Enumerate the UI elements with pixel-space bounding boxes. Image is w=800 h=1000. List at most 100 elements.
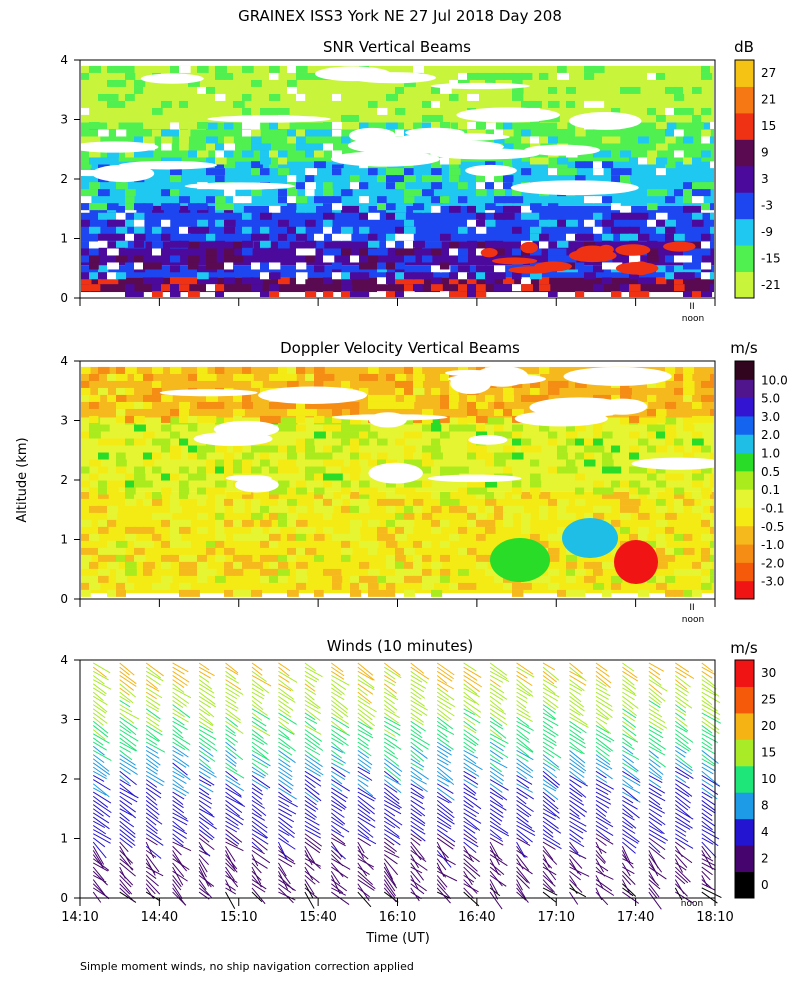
heatmap-cell [647, 203, 658, 211]
heatmap-cell [179, 196, 190, 204]
heatmap-cell [188, 100, 198, 108]
heatmap-cell [521, 168, 532, 176]
heatmap-cell [116, 459, 127, 467]
x-tick-label: 15:10 [220, 910, 257, 925]
wind-barb [251, 845, 265, 855]
wind-barb [225, 841, 244, 852]
heatmap-cell [683, 394, 693, 402]
heatmap-cell [323, 189, 334, 197]
wind-barb [436, 762, 452, 772]
wind-barb [489, 879, 499, 894]
heatmap-cell [611, 86, 621, 94]
colorbar-swatch [735, 845, 754, 873]
wind-barb [463, 833, 478, 844]
wind-barb [701, 695, 713, 706]
wind-barb [595, 775, 608, 783]
wind-barb [331, 825, 342, 834]
heatmap-cell [413, 93, 424, 101]
heatmap-cell [512, 157, 522, 165]
heatmap-cell [620, 175, 631, 183]
wind-barb [489, 799, 507, 811]
heatmap-cell [296, 129, 308, 137]
heatmap-cell [395, 561, 406, 569]
heatmap-cell [98, 505, 108, 513]
heatmap-cell [341, 114, 353, 122]
wind-barb [648, 787, 662, 797]
heatmap-cell [116, 79, 127, 87]
wind-barb [542, 741, 554, 750]
heatmap-cell [575, 175, 586, 183]
wind-barb [701, 820, 713, 831]
heatmap-cell [152, 582, 162, 590]
wind-barb [516, 887, 529, 903]
wind-barb [251, 816, 268, 829]
wind-barb [145, 733, 160, 742]
wind-barb [701, 883, 716, 891]
wind-barb [489, 691, 504, 701]
wind-barb [145, 812, 163, 825]
heatmap-cell [251, 136, 262, 144]
wind-barb [251, 775, 271, 789]
heatmap-cell [422, 575, 433, 583]
wind-barb [357, 695, 371, 705]
heatmap-cell [134, 547, 145, 555]
wind-barb [463, 695, 476, 704]
wind-barb [225, 687, 240, 697]
wind-barb [304, 729, 323, 742]
heatmap-cell [188, 561, 198, 569]
heatmap-cell [98, 452, 109, 460]
heatmap-cell [116, 554, 127, 562]
wind-barb [304, 712, 316, 721]
heatmap-cell [467, 129, 477, 137]
heatmap-cell [125, 387, 135, 395]
data-gap [510, 180, 639, 196]
heatmap-cell [197, 568, 209, 576]
heatmap-cell [296, 93, 306, 101]
wind-barb [675, 729, 694, 743]
wind-barb [119, 675, 137, 687]
heatmap-cell [494, 452, 506, 460]
wind-barb [331, 820, 350, 833]
heatmap-cell [296, 438, 306, 446]
heatmap-cell [611, 203, 621, 211]
heatmap-cell [656, 226, 668, 234]
wind-barb [331, 662, 344, 673]
wind-barb [278, 733, 291, 741]
wind-barb [225, 812, 244, 826]
wind-barb [198, 816, 217, 830]
colorbar-swatch [735, 507, 754, 527]
heatmap-cell [116, 394, 127, 402]
heatmap-cell [305, 526, 316, 534]
heatmap-cell [332, 401, 343, 409]
heatmap-cell [224, 547, 235, 555]
heatmap-cell [125, 65, 135, 73]
heatmap-cell [467, 505, 478, 513]
heatmap-cell [170, 452, 182, 460]
heatmap-cell [440, 498, 451, 506]
wind-barb [463, 754, 477, 765]
heatmap-cell [206, 568, 217, 576]
wind-barb [383, 875, 396, 892]
heatmap-cell [269, 291, 280, 297]
heatmap-cell [692, 189, 702, 197]
heatmap-cell [206, 157, 217, 165]
heatmap-cell [152, 491, 162, 499]
heatmap-cell [476, 533, 486, 541]
heatmap-cell [530, 394, 540, 402]
heatmap-cell [449, 401, 459, 409]
heatmap-cell [701, 547, 712, 555]
wind-barb [675, 737, 692, 751]
heatmap-cell [161, 512, 173, 520]
heatmap-cell [350, 526, 361, 534]
wind-barb [198, 750, 216, 762]
wind-barb [701, 750, 719, 764]
heatmap-cell [386, 540, 398, 548]
wind-barb [595, 791, 611, 801]
heatmap-cell [296, 205, 307, 213]
wind-barb [225, 824, 238, 833]
wind-barb [172, 770, 185, 779]
heatmap-cell [647, 255, 659, 263]
wind-barb [489, 733, 509, 744]
heatmap-cell [81, 547, 90, 555]
heatmap-cell [692, 157, 702, 165]
